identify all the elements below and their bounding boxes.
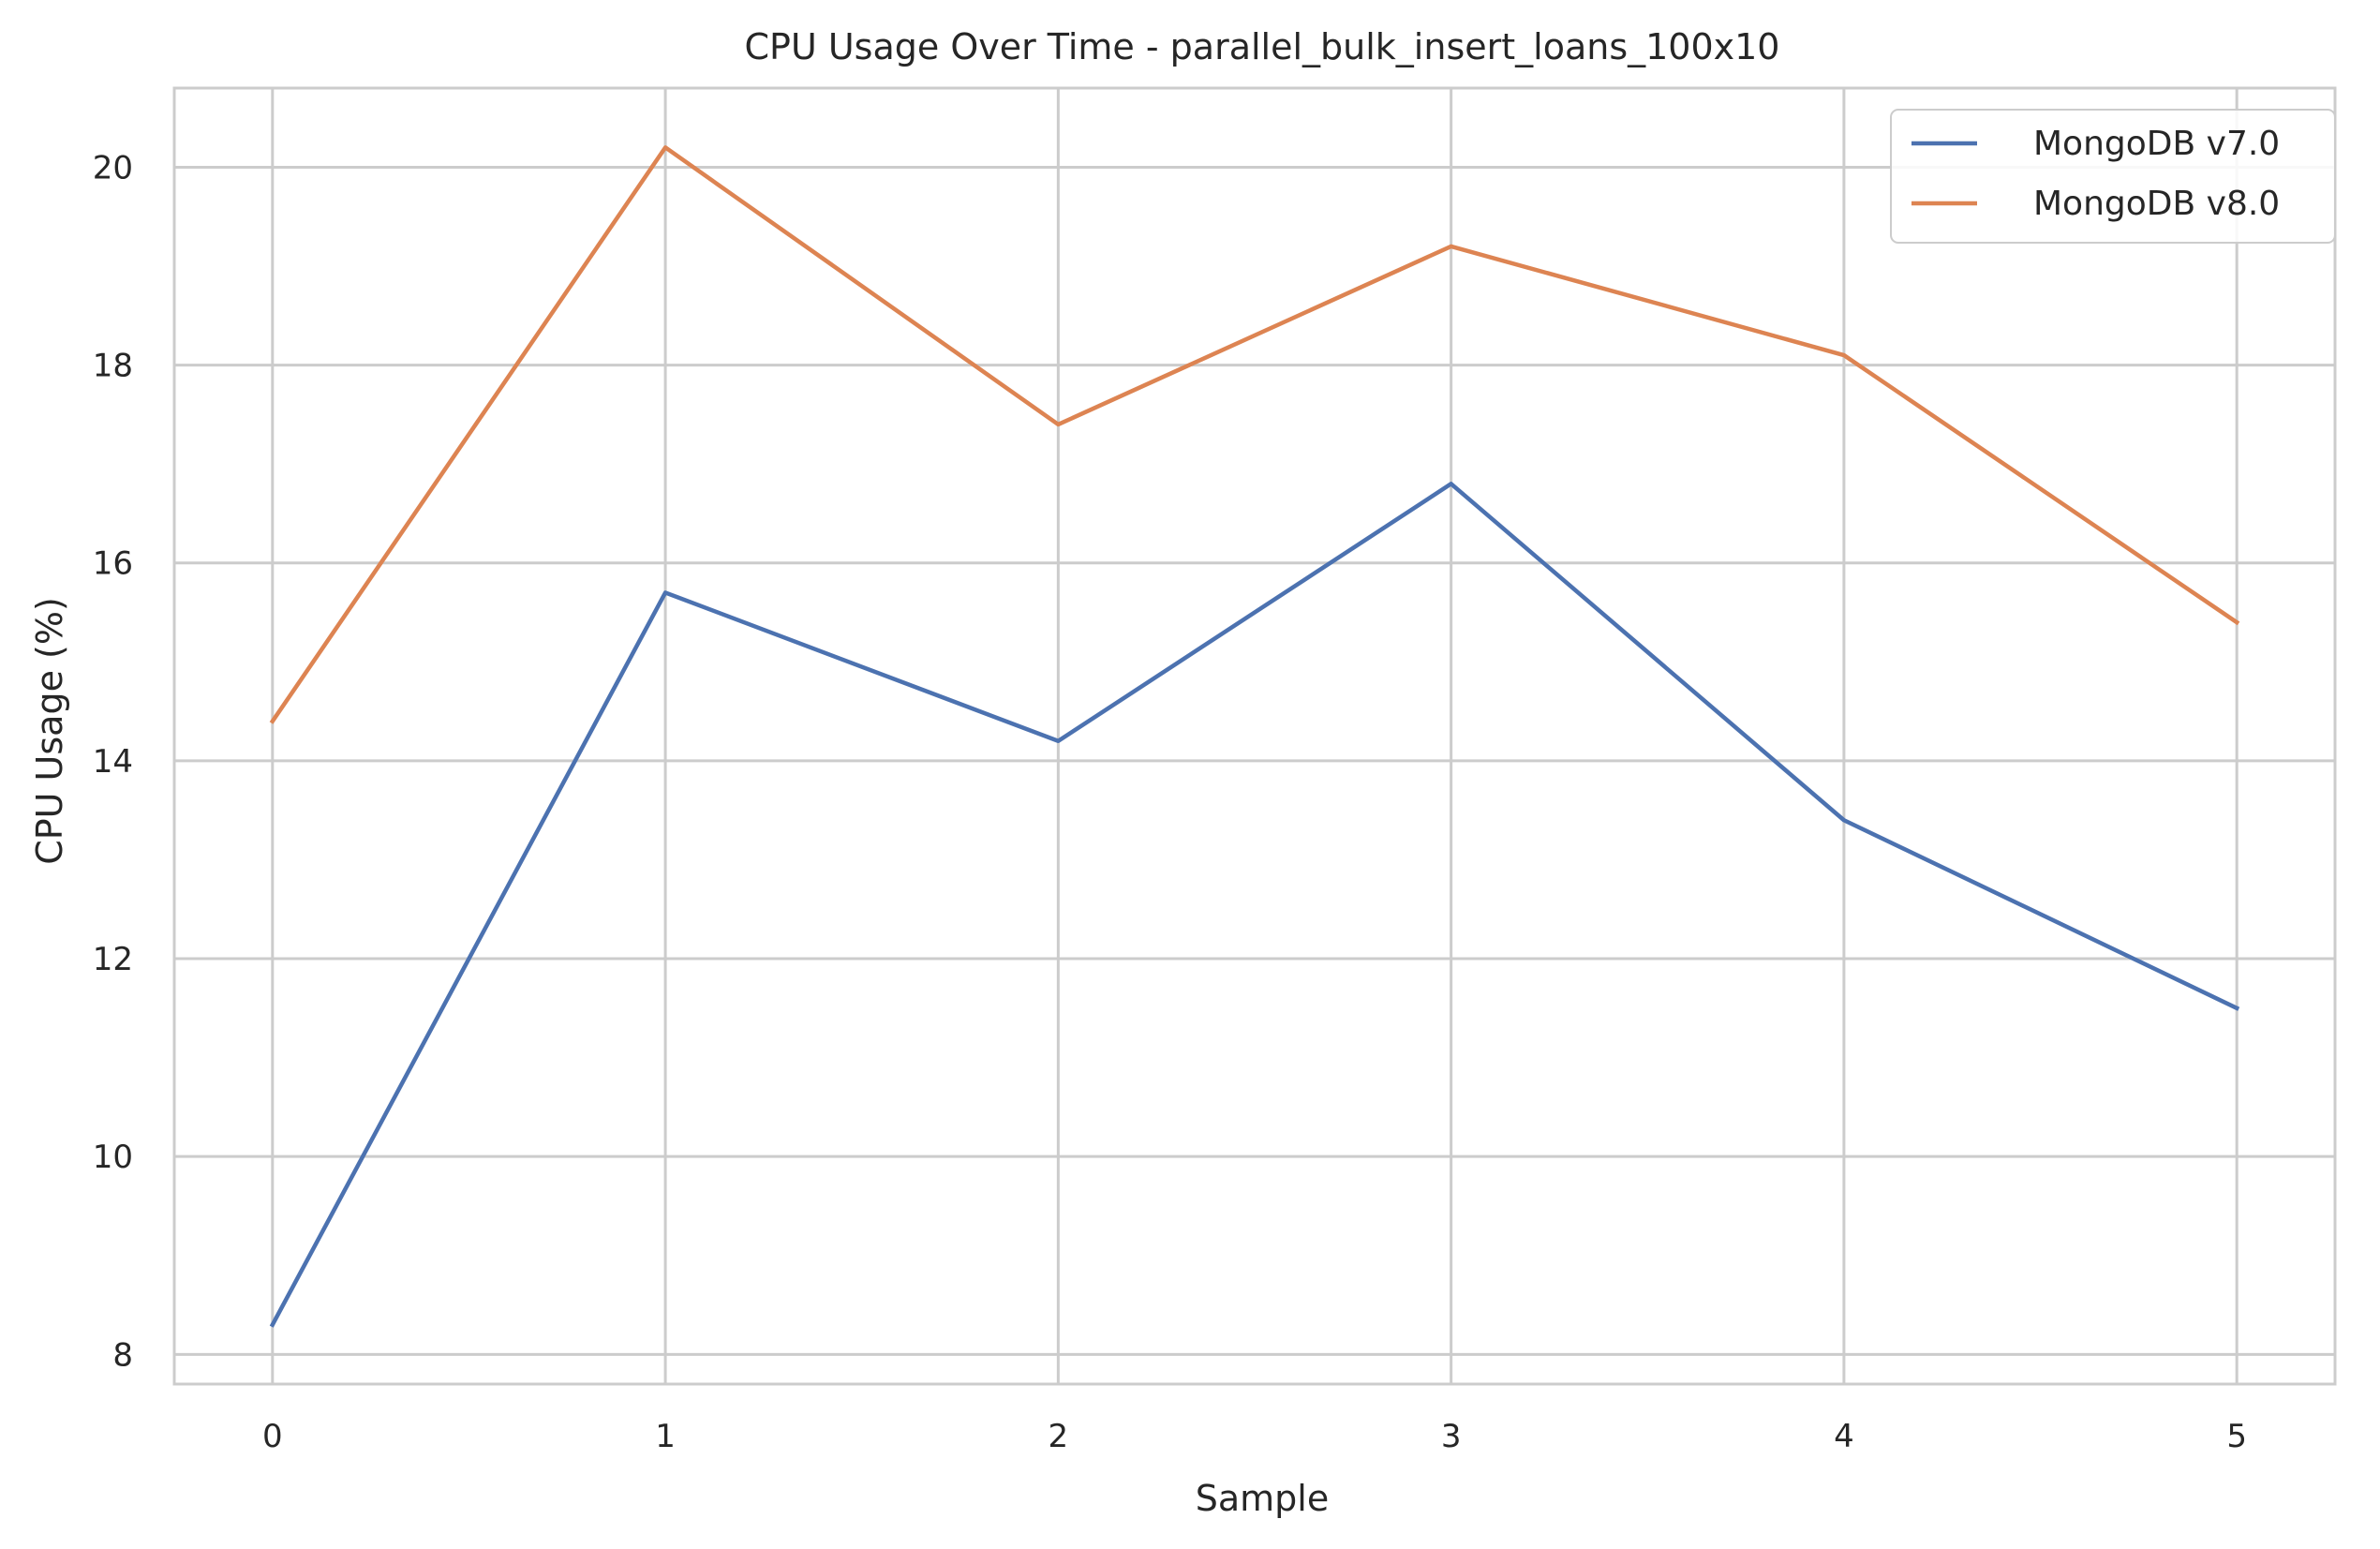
y-axis-ticks: 8 10 12 14 16 18 20 [93,149,133,1374]
x-tick-label: 1 [655,1418,676,1455]
legend-items: MongoDB v7.0 MongoDB v8.0 [1911,125,2280,223]
grid [174,88,2335,1384]
legend-box [1890,109,2336,244]
y-tick-label: 16 [93,545,133,583]
legend-label: MongoDB v8.0 [2033,185,2280,223]
x-tick-label: 2 [1049,1418,1069,1455]
x-tick-label: 5 [2226,1418,2247,1455]
y-tick-label: 12 [93,941,133,978]
x-axis-label: Sample [1196,1478,1329,1519]
x-tick-label: 0 [262,1418,283,1455]
y-tick-label: 18 [93,348,133,385]
x-tick-label: 3 [1441,1418,1462,1455]
series-line-0 [269,482,2240,1328]
y-tick-label: 20 [93,149,133,186]
y-axis-label: CPU Usage (%) [29,597,70,865]
series-line-1 [269,145,2240,724]
x-tick-label: 4 [1834,1418,1854,1455]
legend-label: MongoDB v7.0 [2033,125,2280,163]
plot-area-frame [172,86,2337,1386]
y-tick-label: 8 [112,1336,133,1374]
legend: MongoDB v7.0 MongoDB v8.0 [1890,109,2336,244]
y-tick-label: 10 [93,1139,133,1176]
x-axis-ticks: 0 1 2 3 4 5 [262,1418,2247,1455]
y-tick-label: 14 [93,743,133,781]
chart-title: CPU Usage Over Time - parallel_bulk_inse… [745,26,1780,67]
series-lines [269,145,2240,1328]
